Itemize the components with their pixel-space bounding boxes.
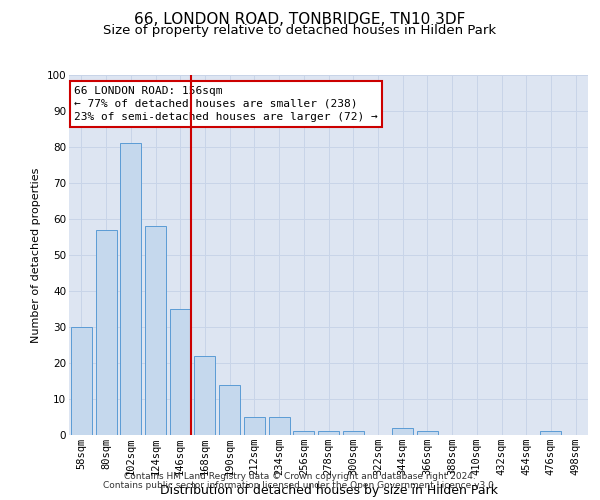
Text: 66 LONDON ROAD: 156sqm
← 77% of detached houses are smaller (238)
23% of semi-de: 66 LONDON ROAD: 156sqm ← 77% of detached… bbox=[74, 86, 378, 122]
Bar bbox=[343, 432, 364, 435]
Bar bbox=[318, 432, 339, 435]
Bar bbox=[145, 226, 166, 435]
Text: Size of property relative to detached houses in Hilden Park: Size of property relative to detached ho… bbox=[103, 24, 497, 37]
Bar bbox=[293, 432, 314, 435]
Text: 66, LONDON ROAD, TONBRIDGE, TN10 3DF: 66, LONDON ROAD, TONBRIDGE, TN10 3DF bbox=[134, 12, 466, 28]
Bar bbox=[120, 144, 141, 435]
X-axis label: Distribution of detached houses by size in Hilden Park: Distribution of detached houses by size … bbox=[160, 484, 497, 496]
Bar bbox=[541, 432, 562, 435]
Text: Contains public sector information licensed under the Open Government Licence v3: Contains public sector information licen… bbox=[103, 481, 497, 490]
Text: Contains HM Land Registry data © Crown copyright and database right 2024.: Contains HM Land Registry data © Crown c… bbox=[124, 472, 476, 481]
Bar bbox=[244, 417, 265, 435]
Bar bbox=[269, 417, 290, 435]
Bar bbox=[219, 384, 240, 435]
Bar bbox=[392, 428, 413, 435]
Bar bbox=[71, 327, 92, 435]
Bar bbox=[95, 230, 116, 435]
Bar bbox=[170, 309, 191, 435]
Y-axis label: Number of detached properties: Number of detached properties bbox=[31, 168, 41, 342]
Bar bbox=[417, 432, 438, 435]
Bar bbox=[194, 356, 215, 435]
